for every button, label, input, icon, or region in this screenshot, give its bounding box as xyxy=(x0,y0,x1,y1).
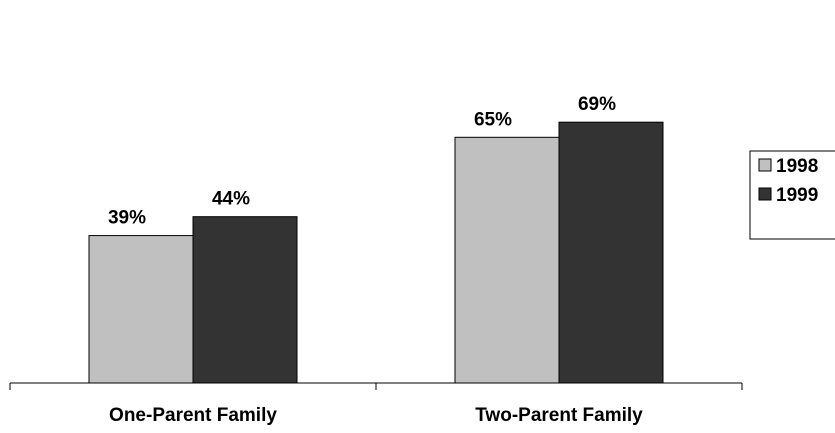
bar-1999-1 xyxy=(192,216,298,384)
x-axis-category-labels: One-Parent Family Two-Parent Family xyxy=(109,405,643,426)
x-axis-category-label: Two-Parent Family xyxy=(475,405,643,426)
legend-label-1999: 1999 xyxy=(776,185,818,206)
bar-1998-1 xyxy=(88,235,194,384)
bars-layer xyxy=(88,121,664,384)
bar-value-labels: 39% 44% 65% 69% xyxy=(108,94,616,228)
x-axis-ticks xyxy=(9,383,743,390)
bar-value-label: 69% xyxy=(578,94,616,115)
legend-swatch-1999 xyxy=(758,187,772,201)
bar-1998-2 xyxy=(454,136,560,384)
legend: 1998 1999 xyxy=(749,150,835,240)
bar-value-label: 44% xyxy=(212,189,250,210)
bar-value-label: 65% xyxy=(474,109,512,130)
legend-label-1998: 1998 xyxy=(776,156,818,177)
x-axis-category-label: One-Parent Family xyxy=(109,405,277,426)
legend-items: 1998 1999 xyxy=(758,156,818,206)
bar-value-label: 39% xyxy=(108,208,146,229)
legend-swatch-1998 xyxy=(758,158,772,172)
bar-1999-2 xyxy=(558,121,664,384)
